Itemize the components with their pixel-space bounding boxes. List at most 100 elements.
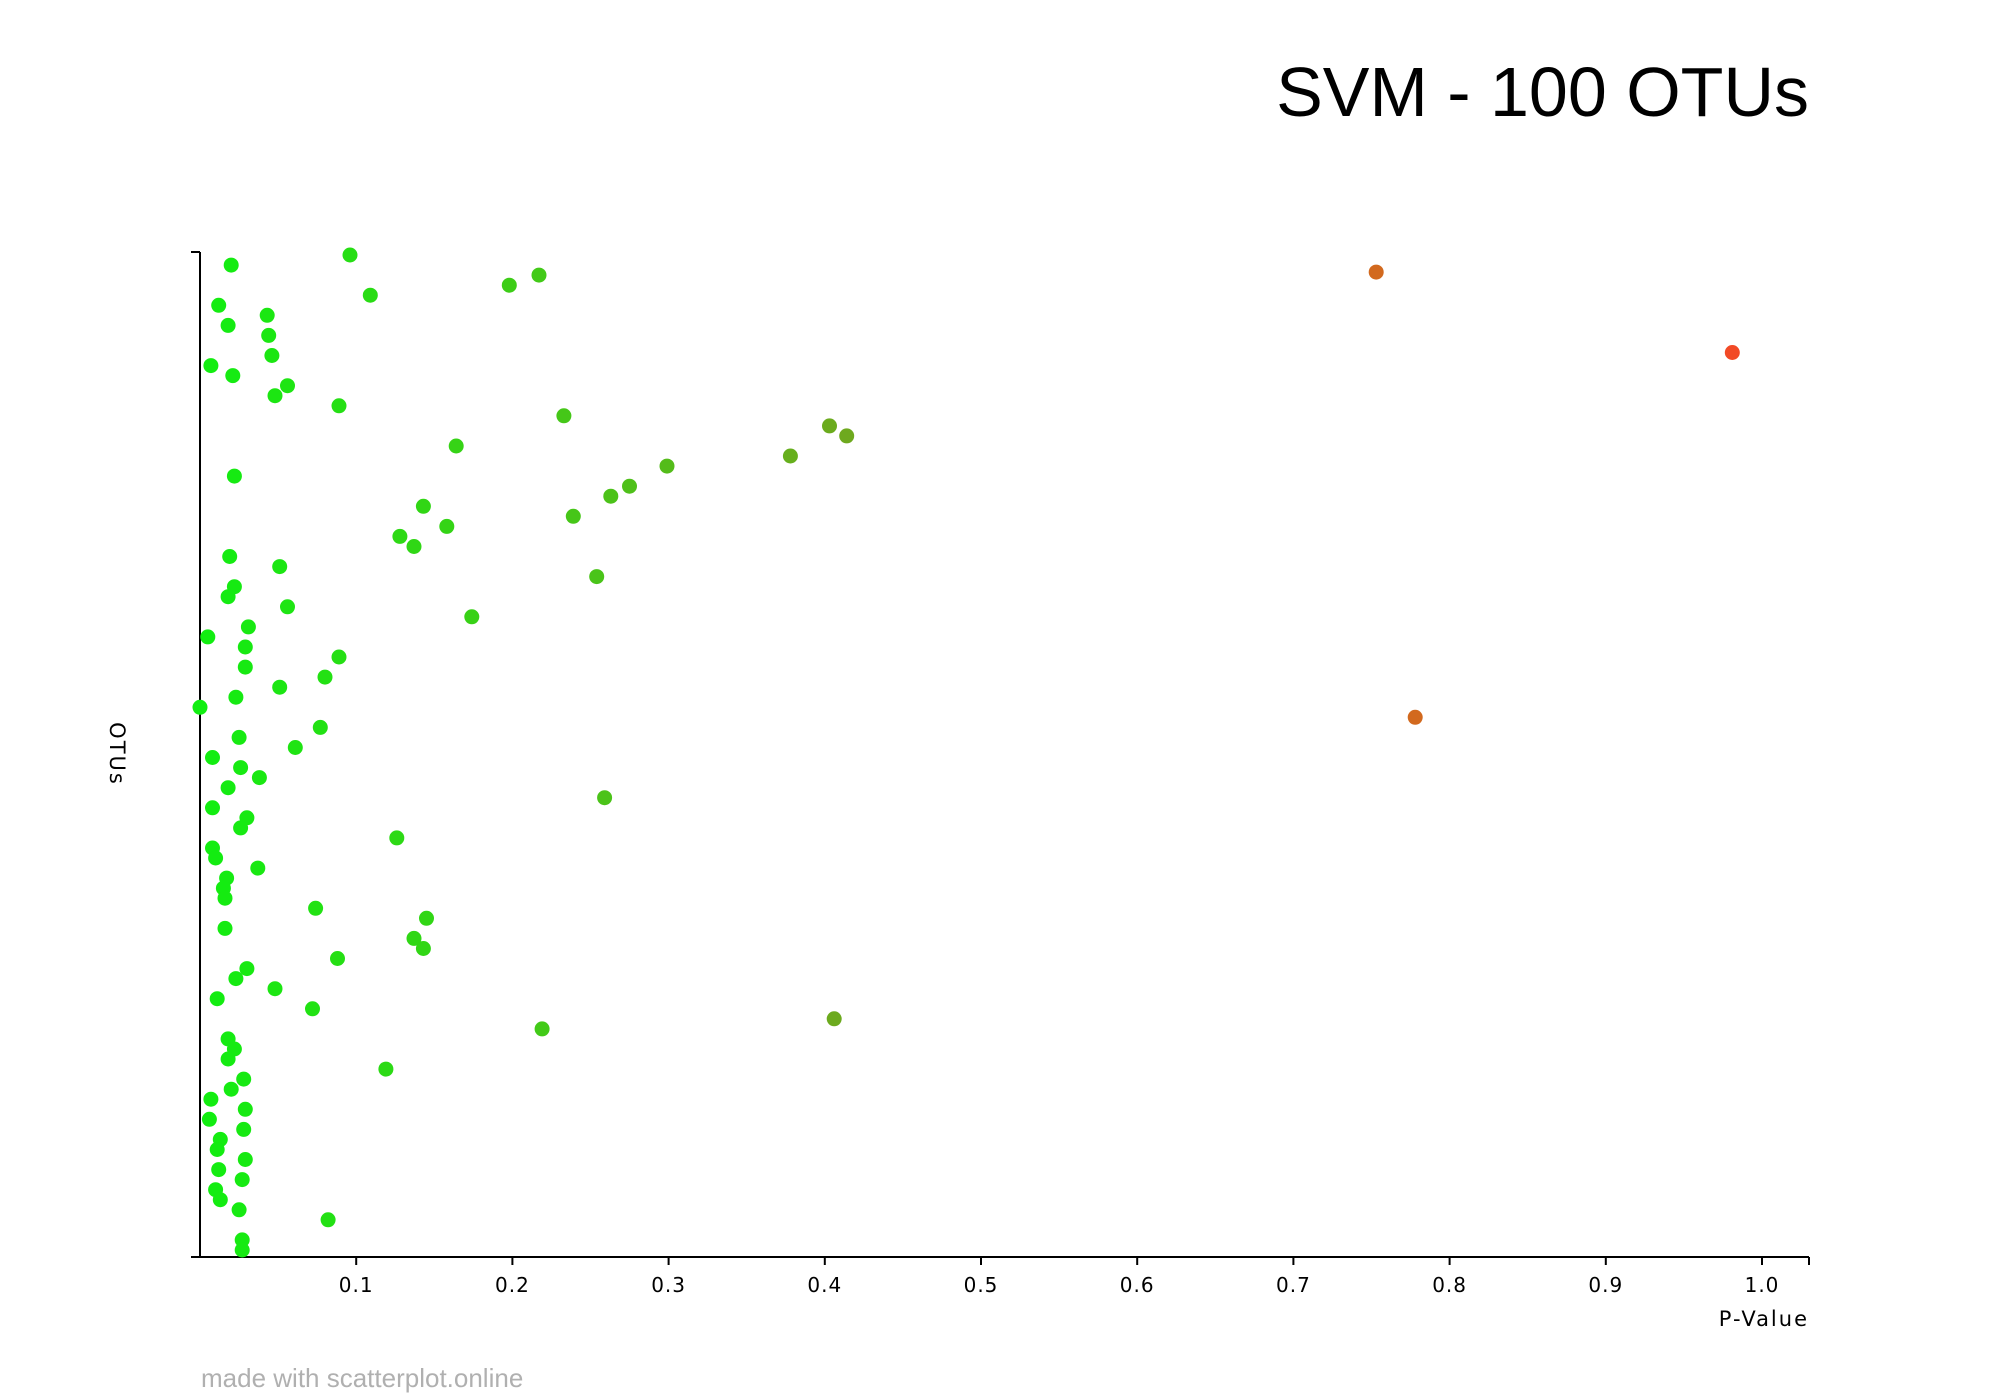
data-point[interactable]: [233, 820, 249, 836]
data-point[interactable]: [226, 468, 242, 484]
data-point[interactable]: [236, 1121, 252, 1137]
data-point[interactable]: [1407, 709, 1423, 725]
data-point[interactable]: [228, 971, 244, 987]
data-point[interactable]: [233, 760, 249, 776]
data-point[interactable]: [272, 559, 288, 575]
data-point[interactable]: [231, 729, 247, 745]
data-point[interactable]: [228, 689, 244, 705]
data-point[interactable]: [220, 1051, 236, 1067]
data-point[interactable]: [237, 1152, 253, 1167]
data-point[interactable]: [287, 740, 303, 755]
data-point[interactable]: [205, 750, 220, 765]
data-point[interactable]: [331, 649, 347, 665]
data-point[interactable]: [556, 408, 572, 424]
data-point[interactable]: [406, 539, 422, 554]
x-tick-label: 0.9: [1588, 1273, 1623, 1297]
data-point[interactable]: [200, 629, 216, 645]
data-point[interactable]: [223, 257, 239, 273]
data-point[interactable]: [782, 448, 798, 464]
data-point[interactable]: [589, 569, 605, 585]
data-point[interactable]: [236, 1071, 252, 1087]
data-point[interactable]: [203, 1091, 219, 1107]
data-point[interactable]: [308, 900, 324, 916]
data-point[interactable]: [317, 669, 333, 685]
data-point[interactable]: [565, 508, 581, 524]
data-point[interactable]: [231, 1202, 247, 1218]
data-point[interactable]: [389, 830, 405, 846]
x-axis-label: P-Value: [1719, 1307, 1809, 1331]
data-point[interactable]: [240, 619, 256, 635]
data-point[interactable]: [464, 609, 480, 625]
data-point[interactable]: [331, 398, 347, 414]
data-point[interactable]: [419, 910, 434, 926]
x-tick-label: 0.1: [339, 1273, 374, 1297]
data-point[interactable]: [659, 458, 675, 474]
data-point[interactable]: [234, 1172, 250, 1188]
data-point[interactable]: [597, 790, 613, 806]
data-point[interactable]: [280, 599, 295, 615]
data-point[interactable]: [264, 348, 280, 363]
data-point[interactable]: [280, 378, 295, 394]
data-point[interactable]: [392, 528, 408, 544]
data-point[interactable]: [237, 1101, 253, 1117]
data-point[interactable]: [209, 1142, 225, 1157]
data-point[interactable]: [217, 920, 233, 936]
data-point[interactable]: [501, 277, 517, 293]
data-point[interactable]: [312, 719, 328, 735]
x-tick-label: 0.5: [964, 1273, 999, 1297]
data-point[interactable]: [603, 488, 619, 504]
data-point[interactable]: [205, 800, 220, 816]
data-point[interactable]: [250, 860, 266, 876]
data-point[interactable]: [330, 951, 345, 966]
data-point[interactable]: [237, 639, 253, 655]
data-point[interactable]: [223, 1081, 239, 1097]
data-point[interactable]: [209, 991, 225, 1007]
data-point[interactable]: [212, 1192, 228, 1208]
data-point[interactable]: [217, 890, 233, 906]
data-point[interactable]: [192, 699, 208, 715]
data-point[interactable]: [237, 659, 253, 675]
y-axis: OTUs: [105, 251, 201, 1258]
data-point[interactable]: [531, 267, 547, 283]
data-point[interactable]: [211, 297, 227, 313]
data-point[interactable]: [305, 1001, 320, 1017]
data-point[interactable]: [203, 358, 219, 374]
data-point[interactable]: [839, 428, 855, 444]
data-point[interactable]: [378, 1061, 394, 1077]
data-point[interactable]: [234, 1242, 250, 1258]
data-point[interactable]: [267, 981, 283, 997]
data-point[interactable]: [272, 679, 288, 695]
data-point[interactable]: [267, 388, 283, 404]
x-tick-label: 1.0: [1745, 1273, 1780, 1297]
data-point[interactable]: [822, 418, 837, 434]
data-point[interactable]: [622, 478, 637, 494]
x-tick-label: 0.8: [1432, 1273, 1467, 1297]
data-point[interactable]: [261, 327, 277, 343]
data-point[interactable]: [220, 589, 236, 605]
data-point[interactable]: [1368, 264, 1384, 280]
data-point[interactable]: [220, 780, 236, 796]
data-point[interactable]: [439, 518, 455, 534]
data-point[interactable]: [208, 850, 224, 866]
data-point[interactable]: [222, 549, 238, 564]
data-point[interactable]: [1724, 345, 1740, 360]
data-point[interactable]: [225, 368, 241, 384]
chart-title: SVM - 100 OTUs: [1276, 53, 1809, 131]
data-point[interactable]: [211, 1162, 227, 1178]
data-point[interactable]: [201, 1111, 217, 1127]
data-point[interactable]: [220, 317, 236, 333]
data-point[interactable]: [362, 287, 378, 303]
data-point[interactable]: [534, 1021, 550, 1037]
data-point[interactable]: [342, 247, 358, 263]
x-tick-label: 0.7: [1276, 1273, 1311, 1297]
data-point[interactable]: [259, 307, 275, 323]
data-point[interactable]: [448, 438, 464, 454]
data-point[interactable]: [826, 1011, 842, 1027]
data-point[interactable]: [320, 1212, 336, 1228]
data-point[interactable]: [251, 770, 267, 786]
data-point[interactable]: [406, 930, 422, 946]
data-point[interactable]: [415, 498, 431, 514]
data-point[interactable]: [415, 941, 431, 956]
data-point[interactable]: [239, 961, 255, 977]
